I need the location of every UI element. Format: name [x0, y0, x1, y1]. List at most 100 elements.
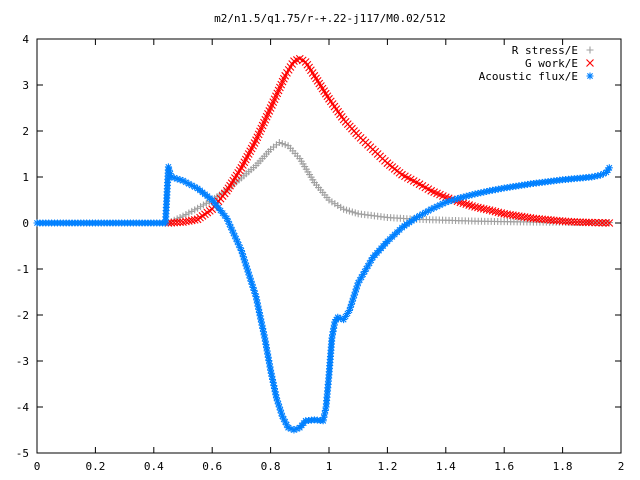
data-point [274, 400, 282, 408]
data-point [182, 178, 190, 186]
data-point [194, 204, 202, 212]
data-point [185, 180, 193, 188]
data-point [229, 229, 237, 237]
data-point [497, 209, 506, 217]
data-point [418, 210, 426, 218]
x-tick-label: 1.4 [436, 460, 456, 473]
legend-marker [586, 59, 594, 67]
data-point [179, 177, 187, 185]
data-point [272, 391, 280, 399]
x-tick-label: 1 [326, 460, 333, 473]
data-point [273, 397, 281, 405]
x-tick-label: 0.8 [261, 460, 281, 473]
data-point [167, 218, 176, 227]
data-point [351, 288, 359, 296]
data-point [476, 204, 485, 213]
data-point [269, 378, 277, 386]
data-point [348, 208, 356, 216]
data-point [283, 421, 291, 429]
data-point [586, 59, 594, 67]
data-point [253, 299, 261, 307]
data-point [366, 259, 374, 267]
data-point [474, 189, 482, 197]
data-point [242, 262, 250, 270]
data-point [249, 283, 257, 291]
data-point [167, 173, 175, 181]
data-point [264, 350, 272, 358]
series-star [33, 163, 613, 434]
data-point [350, 291, 358, 299]
data-point [359, 270, 367, 278]
series-cross [164, 54, 614, 227]
data-point [257, 318, 265, 326]
data-point [264, 353, 272, 361]
data-point [328, 334, 336, 342]
data-point [340, 205, 348, 213]
data-point [488, 206, 497, 215]
data-point [259, 328, 267, 336]
data-point [320, 413, 328, 421]
data-point [591, 172, 599, 180]
data-point [261, 337, 269, 345]
data-point [275, 403, 283, 411]
data-point [231, 232, 239, 240]
data-point [474, 203, 482, 212]
data-point [598, 218, 607, 227]
data-point [597, 171, 605, 179]
data-point [345, 306, 353, 314]
data-point [349, 294, 357, 302]
data-point [471, 190, 479, 198]
data-point [281, 418, 289, 426]
axis-ticks: 0 0.2 0.4 0.6 0.8 1 1.2 1.4 1.6 1.8 2 4 3 2 1 0 -1 -2 -3 -4… [16, 33, 625, 473]
y-tick-label: -3 [16, 355, 29, 368]
x-tick-label: 0.6 [202, 460, 222, 473]
data-point [346, 303, 354, 311]
data-point [564, 217, 573, 226]
x-tick-label: 0.2 [85, 460, 105, 473]
data-point [293, 425, 301, 433]
data-point [188, 181, 196, 189]
data-point [567, 217, 576, 226]
data-point [462, 192, 470, 200]
y-tick-label: -5 [16, 447, 29, 460]
data-point [456, 194, 464, 202]
data-point [497, 185, 505, 193]
data-point [605, 219, 614, 227]
data-point [321, 406, 329, 414]
data-point [421, 209, 429, 217]
y-tick-label: 3 [22, 79, 29, 92]
data-point [241, 259, 249, 267]
data-point [284, 424, 292, 432]
data-point [228, 226, 236, 234]
data-point [253, 296, 261, 304]
data-point [330, 321, 338, 329]
data-point [258, 321, 266, 329]
data-point [191, 206, 199, 214]
data-point [260, 331, 268, 339]
data-point [261, 334, 269, 342]
data-point [173, 218, 182, 227]
data-point [448, 196, 456, 204]
data-point [265, 357, 273, 365]
data-point [280, 415, 288, 423]
data-point [445, 197, 453, 205]
data-point [494, 185, 502, 193]
data-point [227, 223, 235, 231]
data-point [480, 188, 488, 196]
data-point [477, 189, 485, 197]
data-point [584, 218, 593, 227]
data-point [259, 324, 267, 332]
data-point [453, 195, 461, 203]
y-tick-label: 2 [22, 125, 29, 138]
data-point [237, 247, 245, 255]
data-point [165, 166, 173, 174]
data-point [164, 163, 172, 171]
data-point [321, 410, 329, 418]
data-point [245, 271, 253, 279]
data-point [354, 279, 362, 287]
data-point [468, 191, 476, 199]
data-point [570, 218, 579, 226]
data-point [251, 290, 259, 298]
